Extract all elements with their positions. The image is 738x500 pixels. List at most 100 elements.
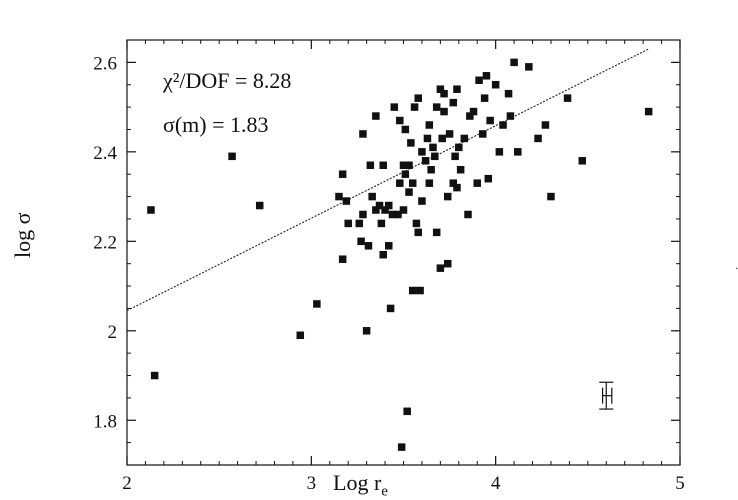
data-point <box>418 197 426 205</box>
data-point <box>410 103 419 111</box>
sigma-m-annotation: σ(m) = 1.83 <box>163 112 269 137</box>
data-point <box>313 300 321 308</box>
data-point <box>296 331 305 340</box>
data-point <box>338 170 347 178</box>
data-point <box>390 103 399 111</box>
data-point <box>431 152 439 161</box>
x-tick-label: 2 <box>122 473 132 494</box>
data-point <box>534 134 542 143</box>
x-tick-label: 4 <box>491 473 501 494</box>
data-point <box>414 228 422 237</box>
edge-mark: · <box>735 264 738 275</box>
data-point <box>359 130 367 138</box>
data-point <box>150 371 159 380</box>
chi2-annotation: χ²/DOF = 8.28 <box>163 68 292 93</box>
data-point <box>475 76 483 85</box>
data-point <box>403 407 411 416</box>
data-point <box>396 179 404 187</box>
data-point <box>372 112 380 120</box>
data-point <box>399 206 408 214</box>
data-point <box>425 121 434 129</box>
data-point <box>443 192 452 201</box>
data-point <box>407 139 415 147</box>
data-point <box>479 130 487 138</box>
data-point <box>455 143 463 152</box>
data-point <box>396 116 404 125</box>
data-point <box>401 125 410 134</box>
data-point <box>449 98 458 107</box>
y-tick-label: 2 <box>108 322 118 343</box>
data-point <box>385 242 393 250</box>
data-point <box>480 94 489 102</box>
fit-line <box>126 48 649 312</box>
y-tick-label: 1.8 <box>93 411 117 432</box>
data-point <box>453 85 461 93</box>
data-point <box>438 134 446 143</box>
data-point <box>469 107 478 116</box>
data-point <box>644 107 653 116</box>
data-point <box>364 242 373 250</box>
data-point <box>372 206 380 214</box>
data-point <box>408 179 417 187</box>
y-tick-label: 2.6 <box>93 53 117 74</box>
data-point <box>495 148 504 156</box>
data-point <box>443 259 452 268</box>
data-point <box>440 89 448 98</box>
data-point <box>379 250 387 259</box>
data-point <box>381 206 389 214</box>
x-axis-label-subscript: e <box>381 483 388 500</box>
data-point <box>484 174 493 183</box>
data-point <box>366 161 375 170</box>
data-point <box>368 192 376 201</box>
data-point <box>432 228 441 237</box>
data-point <box>416 286 424 295</box>
data-point <box>397 443 406 451</box>
data-point <box>427 165 435 174</box>
data-point <box>473 179 481 187</box>
data-point <box>335 192 343 201</box>
data-point <box>482 72 491 80</box>
data-point <box>453 183 461 192</box>
data-point <box>449 179 458 187</box>
data-point <box>440 107 448 116</box>
data-point <box>506 112 515 120</box>
data-point <box>436 85 445 93</box>
data-point <box>379 161 387 170</box>
data-point <box>445 130 454 138</box>
data-point <box>377 219 386 228</box>
y-tick-label: 2.2 <box>93 232 117 253</box>
y-tick-label: 2.4 <box>93 143 117 164</box>
data-point <box>344 219 352 228</box>
data-point <box>491 80 500 89</box>
data-point <box>510 58 518 67</box>
x-tick-label: 3 <box>307 473 317 494</box>
data-point <box>386 304 395 313</box>
data-point <box>362 327 371 335</box>
data-point <box>147 206 155 214</box>
data-point <box>423 134 432 143</box>
data-point <box>228 152 236 161</box>
x-axis-label-main: Log r <box>333 470 382 495</box>
y-axis-ticks: 1.8 2 2.2 2.4 2.6 <box>93 39 680 466</box>
data-point <box>541 121 550 129</box>
data-point <box>432 103 441 111</box>
data-point <box>255 201 264 210</box>
data-point <box>414 94 422 102</box>
x-axis-label: Log re <box>333 470 388 500</box>
data-point <box>399 161 408 170</box>
data-point <box>388 210 397 219</box>
data-point <box>464 210 472 219</box>
data-point <box>547 192 555 201</box>
error-bar <box>599 381 614 410</box>
data-point <box>412 219 421 228</box>
data-point <box>401 170 410 178</box>
data-point <box>405 188 413 196</box>
data-point <box>436 264 445 272</box>
data-point <box>394 210 402 219</box>
plot-frame <box>126 39 681 466</box>
data-point <box>359 210 367 219</box>
data-point <box>405 161 413 170</box>
data-point <box>525 63 533 71</box>
x-tick-label: 5 <box>675 473 685 494</box>
